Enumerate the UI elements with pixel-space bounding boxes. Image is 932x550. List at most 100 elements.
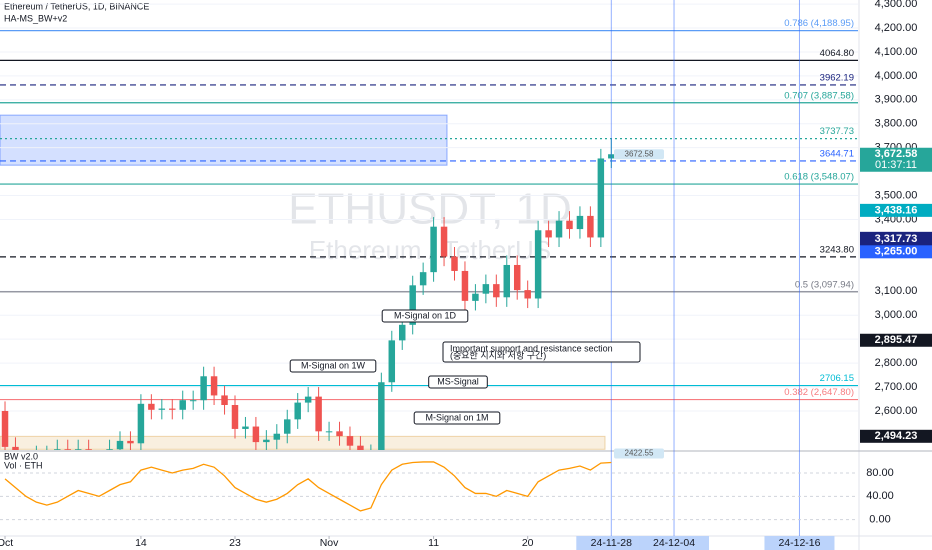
y-tick-label: 4,300.00 (875, 0, 918, 10)
candle-body (513, 264, 521, 291)
annotation: (중요한 지지와 저항 구간) (450, 349, 546, 360)
y-tick-label: 2,600.00 (875, 405, 918, 417)
x-tick-label: 14 (135, 537, 147, 549)
candle-body (555, 220, 563, 238)
candle-body (472, 293, 479, 301)
y-tick-label: 80.00 (866, 467, 894, 479)
y-tick-label: 2,700.00 (875, 381, 918, 393)
date-badge (639, 536, 710, 550)
candle-body (346, 436, 354, 446)
candle-body (388, 340, 396, 383)
candle-body (409, 285, 416, 325)
zone (0, 114, 448, 166)
price-badge-label: 3,438.16 (875, 204, 918, 216)
annotation-box (413, 411, 501, 425)
y-tick-label: 3,900.00 (875, 94, 918, 106)
candle-body (336, 431, 343, 437)
annotation-box (381, 309, 469, 323)
annotation: Important support and resistance section (450, 343, 613, 353)
candle-body (597, 158, 605, 238)
level-label: 3644.71 (820, 148, 854, 159)
date-badge (764, 536, 835, 550)
candle-body (325, 431, 333, 433)
x-tick-label: 11 (428, 537, 439, 549)
candle-body (482, 284, 490, 294)
x-tick-label: Oct (0, 537, 13, 549)
candle-body (74, 449, 82, 450)
oscillator-line (4, 461, 612, 512)
candle-body (284, 419, 291, 434)
candle-body (430, 226, 437, 273)
candle-body (158, 408, 166, 410)
x-tick-label: 24-12-04 (653, 537, 695, 549)
candle-body (294, 402, 301, 420)
candle-body (1, 410, 9, 447)
annotation: MS-Signal (437, 376, 479, 386)
candle-body (587, 215, 594, 238)
candle-body (451, 256, 458, 271)
y-tick-label: 3,800.00 (875, 118, 918, 130)
candle-body (357, 445, 364, 450)
x-tick-label: Nov (320, 537, 339, 549)
candle-body (263, 439, 270, 443)
x-tick-label: 23 (229, 537, 241, 549)
annotation: M-Signal on 1M (425, 412, 488, 422)
candle-body (493, 284, 500, 298)
candle-body (85, 449, 92, 450)
price-pane (0, 3, 858, 450)
y-tick-label: 4,000.00 (875, 70, 918, 82)
candle-body (398, 324, 406, 341)
price-badge (860, 333, 932, 347)
candle-body (534, 230, 542, 299)
price-badge-label: 3,265.00 (875, 246, 918, 258)
candle-body (252, 426, 260, 443)
candle-body (54, 449, 61, 450)
date-badge (576, 536, 647, 550)
y-tick-label: 4,200.00 (875, 22, 918, 34)
price-badge (860, 203, 932, 217)
zone (0, 435, 606, 450)
y-tick-label: 2,800.00 (875, 357, 918, 369)
y-tick-label: 3,100.00 (875, 285, 918, 297)
level-label: 3737.73 (820, 126, 854, 137)
candle-body (440, 226, 448, 257)
indicator-name: HA-MS_BW+v2 (4, 13, 67, 23)
level-label: 3243.80 (820, 244, 854, 255)
candle-body (127, 440, 134, 444)
annotation: M-Signal on 1W (301, 360, 366, 370)
annotation: M-Signal on 1D (394, 310, 457, 320)
candle-body (315, 396, 322, 432)
candle-body (566, 220, 573, 230)
level-label: 2706.15 (820, 373, 854, 384)
price-badge-label: 2,494.23 (875, 430, 918, 442)
price-badge (860, 245, 932, 259)
price-tag-label: 3672.58 (625, 149, 654, 158)
price-badge (860, 147, 932, 172)
candle-body (179, 400, 186, 410)
candle-body (419, 272, 427, 286)
candle-body (64, 449, 71, 450)
annotation-box (442, 341, 641, 363)
level-label: 4064.80 (820, 48, 854, 59)
candle-body (12, 446, 19, 450)
level-label: 0.382 (2,647.80) (784, 387, 854, 398)
oscillator-pane (0, 461, 858, 521)
candle-body (200, 376, 207, 401)
price-badge-label: 3,317.73 (875, 233, 918, 245)
candle-body (116, 440, 124, 450)
candle-body (231, 405, 239, 429)
y-tick-label: 40.00 (866, 490, 894, 502)
level-label: 0.5 (3,097.94) (795, 279, 854, 290)
x-tick-label: 24-12-16 (778, 537, 820, 549)
candle-body (221, 395, 228, 405)
price-tag-label: 2422.55 (625, 449, 654, 458)
level-label: 3962.19 (820, 72, 854, 83)
price-badge-label: 2,895.47 (875, 334, 918, 346)
candle-body (545, 230, 552, 238)
annotation-box (289, 359, 377, 373)
pane-subtitle: Vol · ETH (4, 460, 43, 470)
candle-body (461, 270, 469, 301)
price-badge (860, 429, 932, 443)
price-tag (614, 448, 664, 459)
